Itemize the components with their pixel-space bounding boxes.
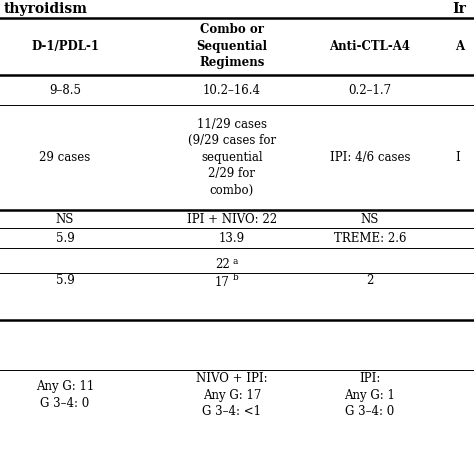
Text: 29 cases: 29 cases [39,151,91,164]
Text: 9–8.5: 9–8.5 [49,83,81,97]
Text: IPI + NIVO: 22: IPI + NIVO: 22 [187,212,277,226]
Text: NS: NS [361,212,379,226]
Text: IPI:
Any G: 1
G 3–4: 0: IPI: Any G: 1 G 3–4: 0 [345,372,395,418]
Text: A: A [455,39,464,53]
Text: 11/29 cases
(9/29 cases for
sequential
2/29 for
combo): 11/29 cases (9/29 cases for sequential 2… [188,118,276,197]
Text: NIVO + IPI:
Any G: 17
G 3–4: <1: NIVO + IPI: Any G: 17 G 3–4: <1 [196,372,268,418]
Text: Combo or
Sequential
Regimens: Combo or Sequential Regimens [197,23,267,69]
Text: Ir: Ir [452,2,466,16]
Text: thyroidism: thyroidism [4,2,88,16]
Text: a: a [233,256,238,265]
Text: 17: 17 [215,275,230,289]
Text: NS: NS [56,212,74,226]
Text: 5.9: 5.9 [55,231,74,245]
Text: 22: 22 [215,258,230,272]
Text: Any G: 11
G 3–4: 0: Any G: 11 G 3–4: 0 [36,380,94,410]
Text: Anti-CTL-A4: Anti-CTL-A4 [329,39,410,53]
Text: TREME: 2.6: TREME: 2.6 [334,231,406,245]
Text: IPI: 4/6 cases: IPI: 4/6 cases [330,151,410,164]
Text: 13.9: 13.9 [219,231,245,245]
Text: 2: 2 [366,273,374,286]
Text: 10.2–16.4: 10.2–16.4 [203,83,261,97]
Text: 0.2–1.7: 0.2–1.7 [348,83,392,97]
Text: I: I [455,151,460,164]
Text: b: b [233,273,239,283]
Text: 5.9: 5.9 [55,273,74,286]
Text: D-1/PDL-1: D-1/PDL-1 [31,39,99,53]
